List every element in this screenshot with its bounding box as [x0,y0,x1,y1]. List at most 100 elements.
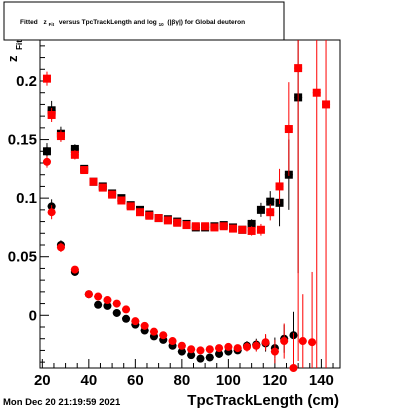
data-point [70,150,79,159]
data-point [159,331,168,340]
data-point [210,223,219,232]
y-tick-label: 0.2 [16,73,37,90]
data-point [94,300,103,309]
y-tick-label: 0 [29,307,37,324]
data-point [233,344,242,353]
data-point [163,216,172,225]
title-frame [3,1,285,41]
data-point [215,344,224,353]
data-point [42,147,51,156]
x-tick-label: 100 [216,372,241,389]
data-point [136,208,144,217]
data-point [42,157,51,166]
data-point [270,347,279,356]
data-point [112,308,121,317]
data-point [122,314,131,323]
y-tick-label: 0.15 [8,132,37,149]
x-tick-label: 140 [309,372,334,389]
data-point [322,100,331,109]
data-point [94,292,103,301]
series-1 [42,40,331,368]
data-point [47,110,56,119]
x-tick-label: 80 [174,372,191,389]
data-point [154,214,163,223]
data-point [215,349,224,358]
data-point [191,222,200,231]
series-3 [42,155,317,372]
data-point [266,197,275,206]
data-point [122,305,131,314]
data-point [229,224,238,233]
data-point [98,183,107,192]
data-point [266,208,275,217]
data-point [145,211,154,220]
timestamp: Mon Dec 20 21:19:59 2021 [3,397,121,408]
data-point [84,290,93,299]
data-point [187,351,196,360]
series-0 [42,40,303,274]
data-point [103,296,112,305]
data-point [177,347,186,356]
x-tick-label: 40 [80,372,97,389]
data-point [280,337,289,346]
data-point [70,265,79,274]
y-tick-label: 0.1 [16,190,37,207]
data-point [256,225,265,234]
data-point [112,299,121,308]
data-point [275,182,284,191]
data-point [47,208,56,217]
chart-title: Fitted z Fit versus TpcTrackLength and l… [20,19,245,28]
data-point [131,317,140,326]
x-tick-label: 60 [127,372,144,389]
data-point [219,222,228,231]
data-point [298,337,307,346]
data-point [308,338,317,347]
data-point [247,226,256,235]
plot-frame [39,39,341,369]
data-point [289,364,298,372]
data-point [196,346,205,355]
data-point [108,190,117,199]
y-tick-label: 0.05 [8,249,37,266]
data-point [201,222,210,231]
data-point [182,221,191,230]
data-point [196,354,205,363]
x-tick-label: 120 [262,372,287,389]
data-marks [42,40,331,372]
data-point [70,144,79,153]
data-point [149,327,158,336]
data-point [261,338,270,347]
data-point [140,321,149,330]
data-point [89,177,98,186]
data-point [42,74,51,83]
data-point [284,125,293,134]
data-point [117,196,126,205]
data-point [205,353,214,362]
data-point [80,166,89,175]
data-point [242,342,251,351]
data-point [56,132,65,141]
y-axis-label: z Fit [5,40,24,62]
data-point [168,337,177,346]
data-point [173,218,182,227]
data-point [126,202,135,211]
data-point [56,243,65,252]
data-point [224,342,233,351]
data-point [247,219,256,228]
data-point [312,88,321,97]
data-point [103,301,112,310]
data-point [294,64,303,73]
data-point [205,345,214,354]
data-point [256,205,265,214]
title-box: Fitted z Fit versus TpcTrackLength and l… [3,1,285,41]
data-point [177,341,186,350]
axes: 20 40 60 80 100 120 140 0 0.05 0.1 0.15 0.2 [8,45,334,389]
data-point [252,341,261,350]
x-tick-label: 20 [34,372,51,389]
x-axis-label: TpcTrackLength (cm) [187,392,339,409]
data-point [238,225,247,234]
series-2 [42,145,298,363]
data-point [187,345,196,354]
